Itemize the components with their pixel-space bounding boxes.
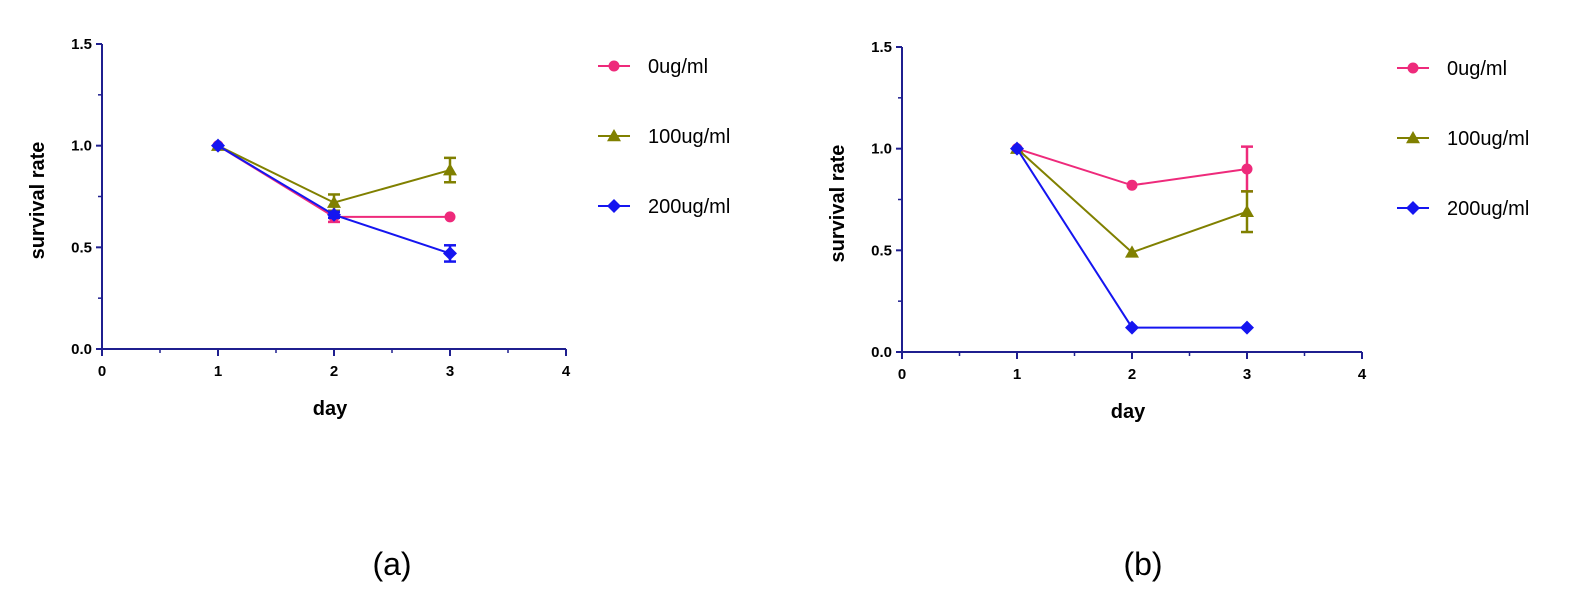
y-axis-title: survival rate — [827, 145, 849, 263]
series-3 — [211, 138, 457, 263]
x-tick-label: 3 — [446, 363, 454, 380]
chart-panel-1: 0.0 0.5 1.0 1.5 0 1 2 3 4 day survival rate 0ug/ml 1… — [27, 36, 730, 582]
series-line — [1016, 148, 1247, 329]
x-tick-label: 1 — [214, 363, 222, 380]
y-tick-label: 1.0 — [71, 138, 92, 155]
y-tick-label: 0.0 — [871, 344, 892, 361]
x-tick-label: 0 — [98, 363, 106, 380]
data-point — [1241, 163, 1253, 175]
data-point — [1240, 204, 1254, 217]
y-tick-label: 1.5 — [71, 36, 92, 53]
data-point — [1126, 179, 1138, 191]
legend-marker — [607, 199, 621, 213]
series-2 — [211, 138, 457, 212]
data-point — [443, 246, 457, 261]
legend-marker — [1406, 201, 1420, 215]
y-tick-label: 1.5 — [871, 39, 892, 56]
x-axis-title: day — [313, 398, 348, 420]
x-axis-title: day — [1111, 401, 1146, 423]
data-point — [211, 138, 225, 153]
legend-item: 100ug/ml — [598, 126, 730, 148]
legend-item: 0ug/ml — [598, 56, 708, 78]
legend-label: 200ug/ml — [648, 196, 730, 218]
x-tick-label: 2 — [1128, 366, 1136, 383]
legend-marker — [607, 129, 621, 142]
series-3 — [1010, 141, 1254, 335]
x-tick-label: 3 — [1243, 366, 1251, 383]
legend-item: 100ug/ml — [1397, 128, 1529, 150]
x-tick-label: 1 — [1013, 366, 1021, 383]
y-tick-label: 0.5 — [871, 242, 892, 259]
data-point — [1010, 141, 1024, 156]
panel-label: (a) — [372, 546, 411, 582]
data-point — [327, 195, 341, 208]
y-tick-label: 0.0 — [71, 341, 92, 358]
data-point — [1125, 320, 1139, 335]
data-point — [1240, 320, 1254, 335]
legend-item: 200ug/ml — [598, 196, 730, 218]
x-tick-label: 4 — [562, 363, 571, 380]
legend-item: 200ug/ml — [1397, 198, 1529, 220]
legend-label: 100ug/ml — [1447, 128, 1529, 150]
legend-label: 0ug/ml — [1447, 58, 1507, 80]
x-tick-label: 2 — [330, 363, 338, 380]
panel-label: (b) — [1123, 546, 1162, 582]
x-tick-label: 0 — [898, 366, 906, 383]
legend-item: 0ug/ml — [1397, 58, 1507, 80]
legend-label: 0ug/ml — [648, 56, 708, 78]
data-point — [444, 211, 456, 223]
legend-marker — [608, 60, 620, 72]
series-1 — [1011, 143, 1253, 193]
x-tick-label: 4 — [1358, 366, 1367, 383]
legend-marker — [1407, 62, 1419, 74]
data-point — [327, 207, 341, 222]
legend-marker — [1406, 131, 1420, 144]
y-axis-title: survival rate — [27, 142, 49, 260]
data-point — [1125, 245, 1139, 258]
legend-label: 200ug/ml — [1447, 198, 1529, 220]
data-point — [443, 163, 457, 176]
legend-label: 100ug/ml — [648, 126, 730, 148]
y-tick-label: 1.0 — [871, 141, 892, 158]
y-tick-label: 0.5 — [71, 239, 92, 256]
chart-panel-2: 0.0 0.5 1.0 1.5 0 1 2 3 4 day survival rate 0ug/ml 1… — [827, 39, 1529, 582]
